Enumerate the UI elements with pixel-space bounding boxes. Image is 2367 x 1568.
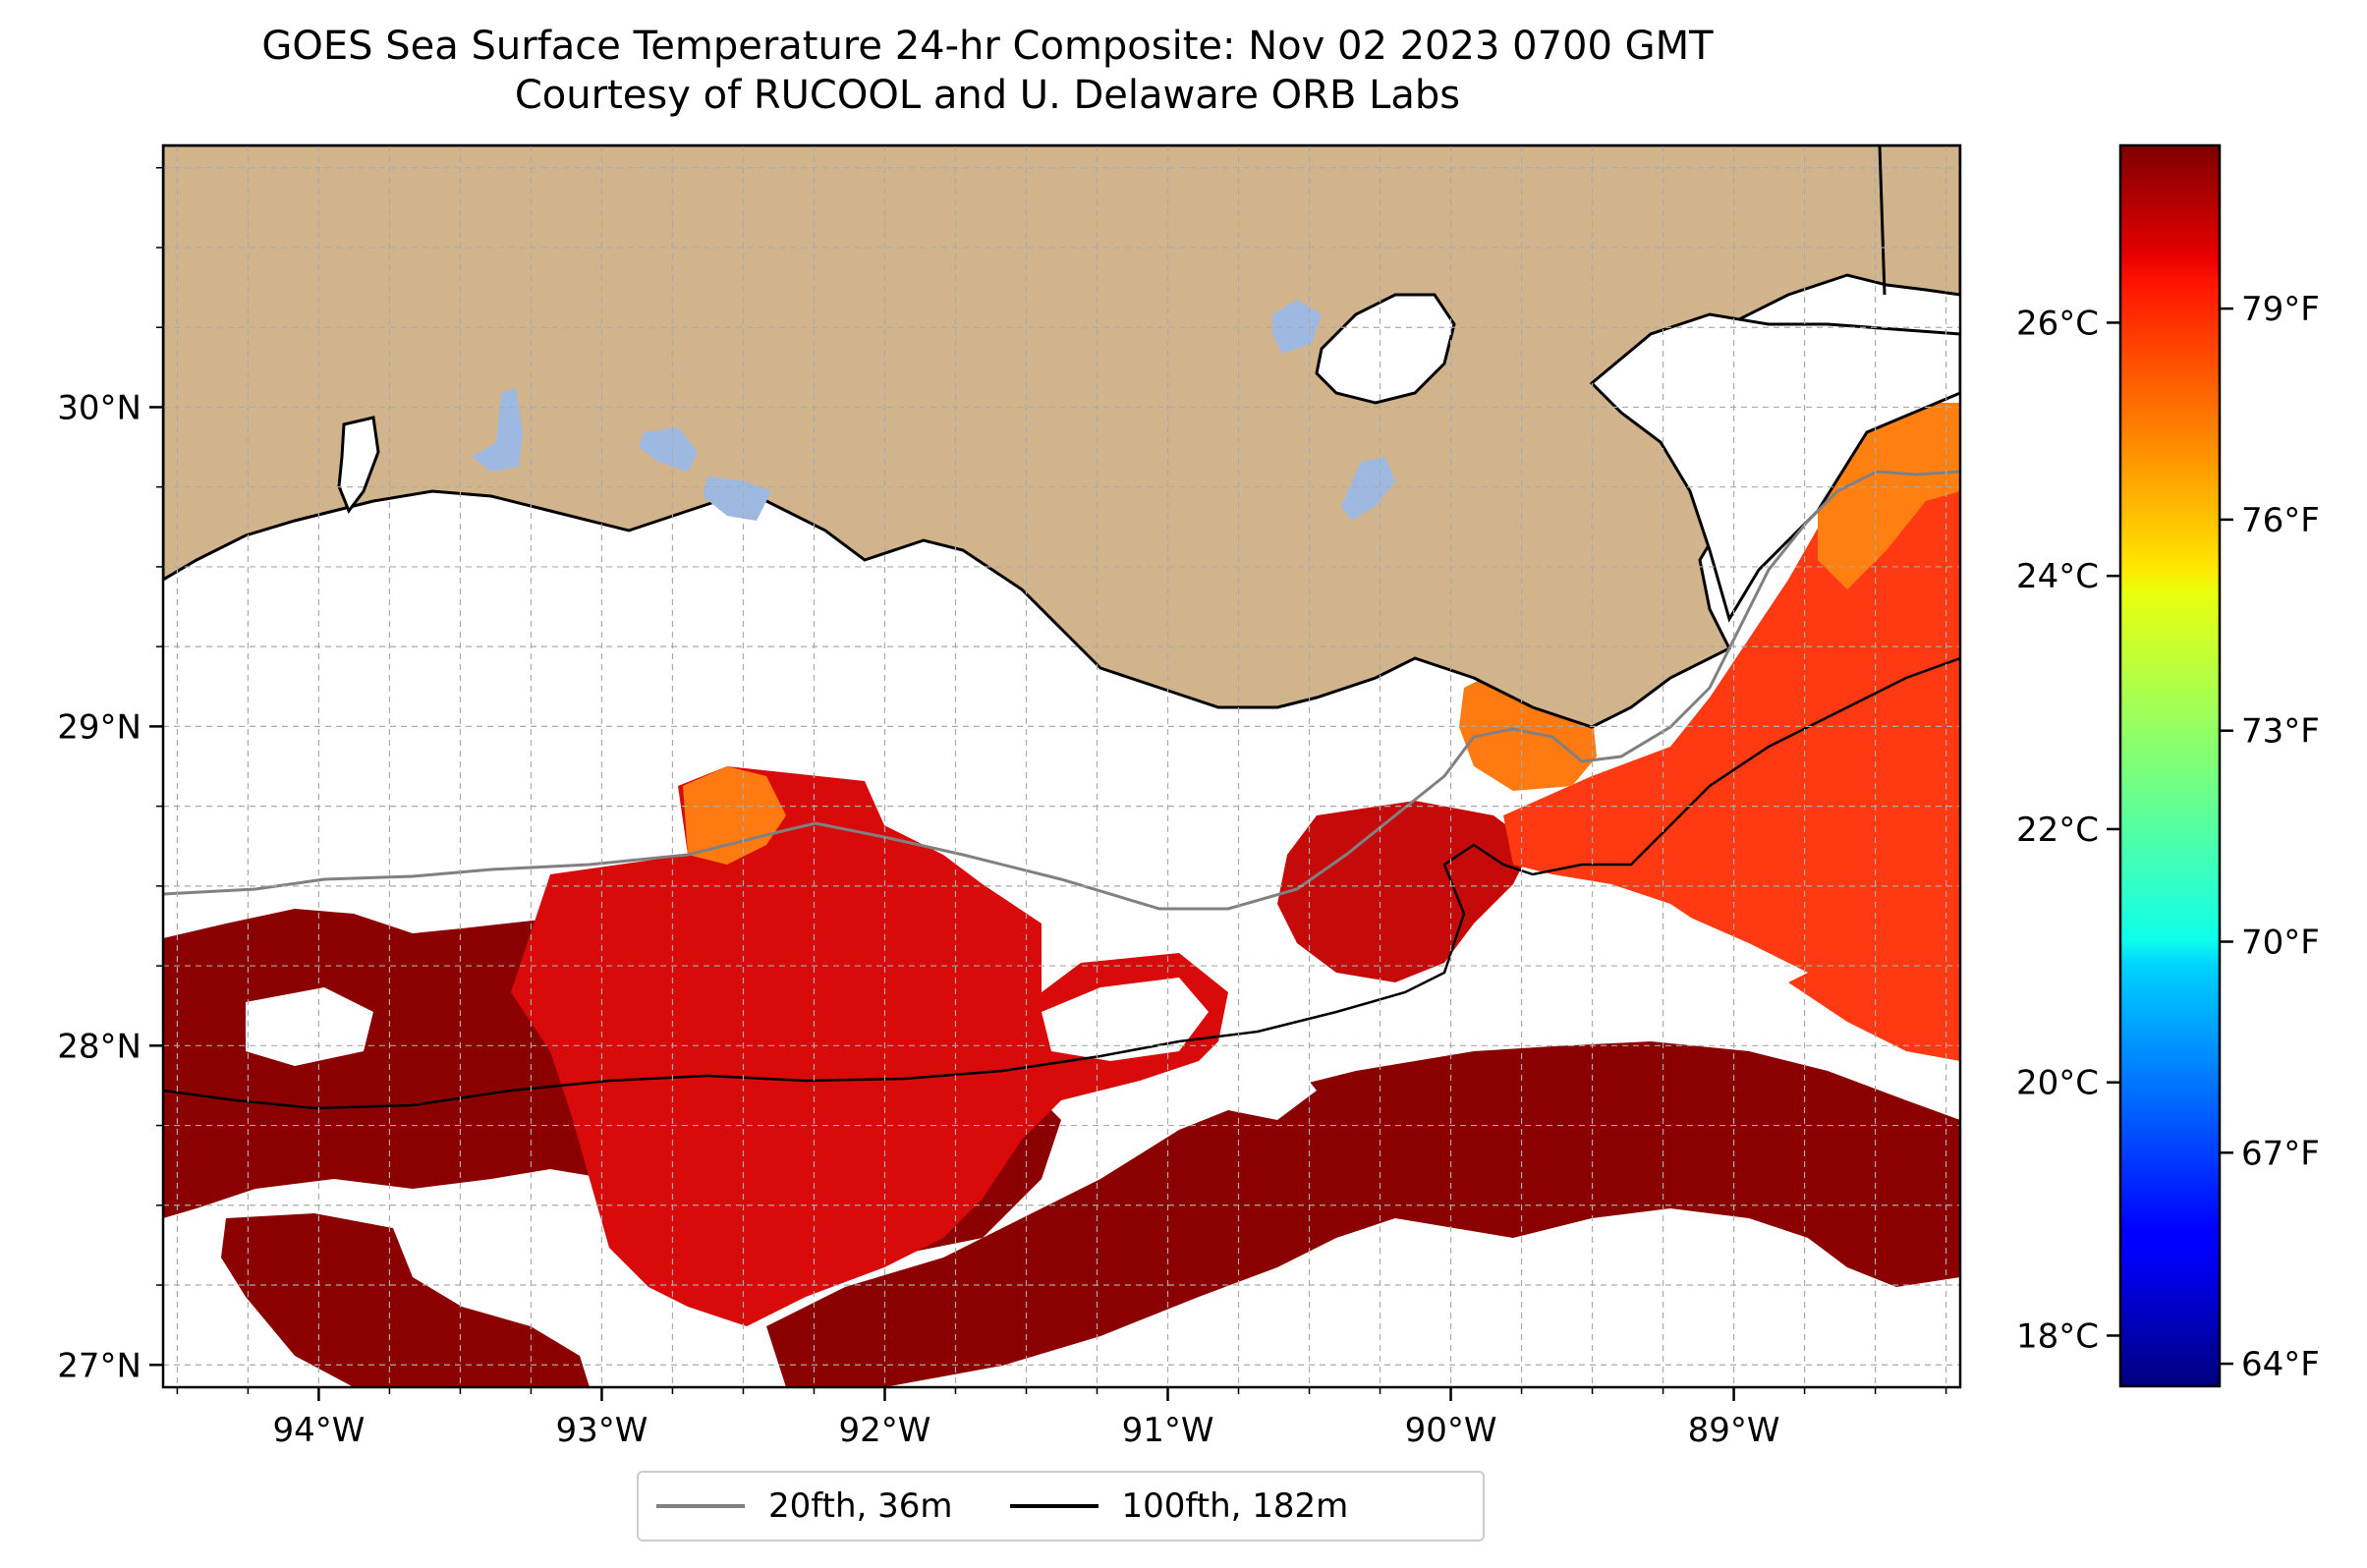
lat-tick-label: 27°N (57, 1346, 141, 1385)
sst-dark-southwest (221, 1213, 590, 1387)
fahrenheit-tick-label: 76°F (2241, 501, 2320, 540)
fahrenheit-tick-label: 70°F (2241, 923, 2320, 962)
legend-entry-100fth: 100fth, 182m (1009, 1486, 1349, 1526)
colorbar: 18°C 20°C 22°C 24°C 26°C 64°F 67°F 70°F 73°F 76°… (2016, 143, 2320, 1388)
lon-tick-label: 94°W (272, 1411, 365, 1450)
sst-red-east-shelf (1277, 801, 1533, 982)
lon-tick-label: 91°W (1122, 1411, 1214, 1450)
lake-5 (1341, 457, 1395, 521)
celsius-tick-label: 24°C (2016, 557, 2099, 596)
map-title: GOES Sea Surface Temperature 24-hr Compo… (0, 22, 1975, 120)
fahrenheit-tick-label: 64°F (2241, 1345, 2320, 1384)
nodata-hole-2 (1042, 978, 1209, 1061)
lake-1 (472, 388, 523, 472)
sst-red-central (511, 766, 1228, 1326)
lon-tick-label: 90°W (1405, 1411, 1497, 1450)
lake-2 (639, 427, 698, 472)
longitude-ticks: 94°W 93°W 92°W 91°W 90°W 89°W (176, 1387, 1947, 1450)
fahrenheit-tick-label: 73°F (2241, 712, 2320, 752)
celsius-tick-label: 22°C (2016, 811, 2099, 850)
map-frame (161, 143, 1962, 1389)
sst-orange-patch-west (683, 766, 786, 865)
nodata-hole-4 (1228, 1066, 1317, 1120)
celsius-tick-label: 26°C (2016, 304, 2099, 343)
lat-tick-label: 29°N (57, 707, 141, 747)
map-area (163, 145, 1960, 1387)
breton-sound (1589, 312, 1960, 623)
lakes (472, 300, 1395, 521)
fahrenheit-tick-label: 79°F (2241, 290, 2320, 329)
title-line-1: GOES Sea Surface Temperature 24-hr Compo… (261, 24, 1714, 69)
legend-label-20fth: 20fth, 36m (768, 1486, 953, 1526)
colorbar-fahrenheit-ticks: 64°F 67°F 70°F 73°F 76°F 79°F (2220, 290, 2320, 1384)
lon-tick-label: 93°W (556, 1411, 648, 1450)
lake-pontchartrain (1315, 293, 1456, 405)
lon-tick-label: 92°W (839, 1411, 931, 1450)
legend-label-100fth: 100fth, 182m (1121, 1486, 1349, 1526)
colorbar-frame (2118, 143, 2222, 1388)
state-border (1878, 145, 1887, 296)
legend-swatch-100fth (1009, 1504, 1099, 1508)
colorbar-celsius-ticks: 18°C 20°C 22°C 24°C 26°C (2016, 304, 2120, 1356)
sst-field (163, 403, 1960, 1387)
gridlines (163, 145, 1960, 1387)
sst-dark-south-central (766, 1041, 1960, 1387)
isobath-legend: 20fth, 36m 100fth, 182m (637, 1471, 1485, 1541)
lat-tick-label: 28°N (57, 1027, 141, 1066)
isobath-100fth (163, 656, 1960, 1110)
lat-tick-label: 30°N (57, 388, 141, 427)
fahrenheit-tick-label: 67°F (2241, 1134, 2320, 1173)
lon-tick-label: 89°W (1688, 1411, 1780, 1450)
legend-entry-20fth: 20fth, 36m (656, 1486, 953, 1526)
colorbar-gradient (2120, 145, 2220, 1386)
nodata-hole-1 (246, 987, 373, 1066)
legend-swatch-20fth (656, 1504, 745, 1508)
celsius-tick-label: 18°C (2016, 1316, 2099, 1356)
celsius-tick-label: 20°C (2016, 1064, 2099, 1103)
title-line-2: Courtesy of RUCOOL and U. Delaware ORB L… (514, 73, 1461, 118)
isobath-20fth (163, 470, 1960, 911)
latitude-ticks: 27°N 28°N 29°N 30°N (57, 166, 163, 1385)
